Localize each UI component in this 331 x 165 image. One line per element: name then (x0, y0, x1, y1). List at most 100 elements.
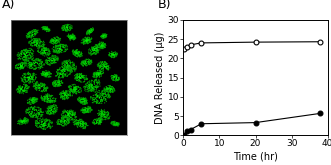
Point (31, 84, 36, 87)
Point (72, 38, 77, 40)
Point (89, 61, 94, 64)
Point (23, 61, 28, 64)
Point (100, 37, 106, 39)
Point (49, 41, 54, 44)
Point (36, 111, 42, 114)
Point (19, 91, 24, 93)
Point (94, 121, 99, 123)
Point (42, 100, 47, 103)
Point (88, 41, 93, 43)
Point (86, 62, 91, 65)
Point (37, 60, 43, 63)
Point (102, 88, 107, 91)
Point (41, 42, 46, 45)
Point (88, 49, 93, 52)
Point (98, 121, 103, 123)
Point (78, 42, 84, 44)
Point (75, 98, 80, 101)
Point (35, 122, 41, 125)
Point (111, 79, 116, 81)
Point (47, 62, 53, 65)
Point (49, 39, 54, 41)
Point (103, 36, 108, 39)
Point (23, 54, 28, 57)
Point (79, 75, 84, 78)
Point (53, 104, 58, 106)
Point (109, 54, 115, 56)
Point (62, 67, 67, 70)
Point (33, 82, 39, 84)
Point (44, 47, 49, 49)
Point (98, 93, 104, 96)
Point (52, 85, 57, 87)
Point (115, 79, 120, 81)
Point (55, 51, 60, 53)
Point (95, 65, 100, 67)
Point (39, 65, 44, 68)
Point (18, 122, 23, 124)
Point (83, 64, 88, 66)
Point (22, 53, 27, 55)
Point (22, 56, 27, 59)
Point (33, 82, 38, 85)
Point (72, 35, 77, 38)
Point (24, 122, 29, 124)
Point (67, 59, 72, 62)
Point (42, 88, 48, 91)
Point (97, 117, 102, 120)
Point (50, 112, 55, 115)
Point (25, 79, 31, 81)
Point (15, 91, 21, 93)
Point (44, 30, 49, 32)
Point (87, 40, 93, 43)
Point (32, 32, 37, 35)
Point (115, 52, 120, 54)
Point (95, 72, 101, 74)
Point (24, 56, 29, 58)
Point (27, 66, 32, 68)
Point (47, 72, 53, 74)
Point (63, 63, 68, 66)
Point (97, 121, 102, 123)
Point (24, 50, 29, 52)
Point (55, 56, 61, 59)
Point (88, 107, 93, 110)
Point (16, 90, 21, 93)
Point (92, 49, 98, 52)
Point (78, 77, 84, 80)
Point (86, 51, 91, 53)
Point (26, 76, 32, 79)
Point (79, 61, 84, 64)
Point (54, 74, 59, 77)
Point (87, 32, 93, 34)
Point (70, 36, 75, 39)
Point (51, 113, 57, 115)
Point (97, 80, 102, 83)
Point (48, 100, 53, 102)
Point (72, 91, 77, 94)
Point (100, 63, 105, 66)
Point (27, 57, 33, 60)
Point (91, 29, 96, 31)
Point (77, 73, 83, 75)
Point (44, 76, 50, 78)
Point (54, 39, 59, 42)
Point (54, 106, 60, 109)
Point (37, 46, 43, 48)
Point (112, 75, 117, 78)
Point (111, 52, 116, 55)
Point (44, 90, 49, 92)
Point (102, 65, 108, 68)
Point (29, 78, 34, 81)
Point (28, 81, 33, 83)
Point (103, 61, 108, 63)
Point (39, 72, 44, 75)
Point (74, 76, 80, 78)
Point (18, 120, 24, 122)
Point (68, 35, 73, 37)
Point (112, 123, 118, 126)
Point (47, 99, 52, 102)
Point (66, 73, 71, 76)
Point (86, 59, 91, 62)
Point (23, 58, 28, 61)
